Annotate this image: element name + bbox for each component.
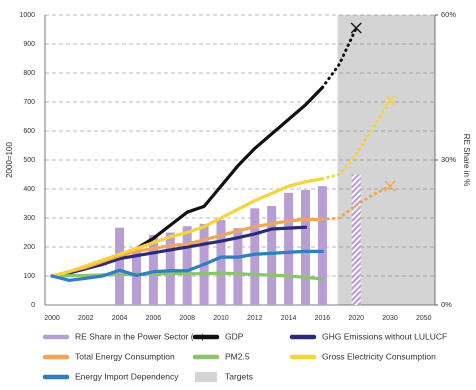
x-tick-label: 2006 [146,315,162,322]
x-tick-label: 2008 [179,315,195,322]
bar [301,189,310,305]
y2-tick-label: 60% [441,10,456,19]
line [50,249,324,282]
bar [267,205,277,305]
target-marker [384,95,396,107]
y-tick-label: 700 [23,99,35,106]
y-tick-label: 600 [23,128,35,135]
target-marker [350,22,362,34]
legend-label: Gross Electricity Consumption [322,351,436,361]
y-tick-label: 0 [31,302,35,309]
line [50,271,324,281]
y2-tick-label: 0% [441,300,452,309]
y-tick-label: 900 [23,41,35,48]
projection-line [320,26,358,89]
bar [182,226,192,305]
x-tick-label: 2030 [382,315,398,322]
projection-line [320,99,392,181]
bar [148,234,158,305]
legend-label: RE Share in the Power Sector (->) [75,331,204,341]
x-tick-label: 2002 [78,315,94,322]
legend-label: Targets [225,371,253,381]
bar [284,192,294,305]
y-tick-label: 800 [23,70,35,77]
y-tick-label: 1000 [19,12,35,19]
legend: RE Share in the Power Sector (->) GDP GHG … [42,331,447,382]
y-axis-label: 2000=100 [5,142,14,178]
legend-label: GDP [225,331,244,341]
x-tick-label: 2000 [44,315,60,322]
y-tick-label: 400 [23,186,35,193]
legend-label: Energy Import Dependency [75,371,179,381]
bar [250,208,260,305]
y2-tick-label: 30% [441,155,456,164]
target-marker [384,180,396,192]
legend-label: PM2.5 [225,351,250,361]
y-tick-label: 500 [23,157,35,164]
x-tick-label: 2004 [112,315,128,322]
line [50,177,324,278]
projection-line [320,184,392,221]
x-tick-label: 2050 [416,315,432,322]
legend-label: Total Energy Consumption [75,351,175,361]
bar [216,219,226,305]
y-tick-label: 100 [23,273,35,280]
x-tick-label: 2010 [213,315,229,322]
y-tick-label: 300 [23,215,35,222]
bar [115,227,125,305]
legend-swatch [195,372,217,382]
y2-axis-label: RE Share in % [462,134,471,186]
x-tick-label: 2020 [348,315,364,322]
x-tick-label: 2014 [281,315,297,322]
x-tick-label: 2012 [247,315,263,322]
y-tick-label: 200 [23,244,35,251]
bar [165,232,175,305]
line [50,225,308,278]
bar [233,228,243,305]
bar [132,249,141,305]
target-bar [351,174,361,305]
legend-label: GHG Emissions without LULUCF [322,331,447,341]
bar [317,186,327,305]
x-tick-label: 2016 [315,315,331,322]
